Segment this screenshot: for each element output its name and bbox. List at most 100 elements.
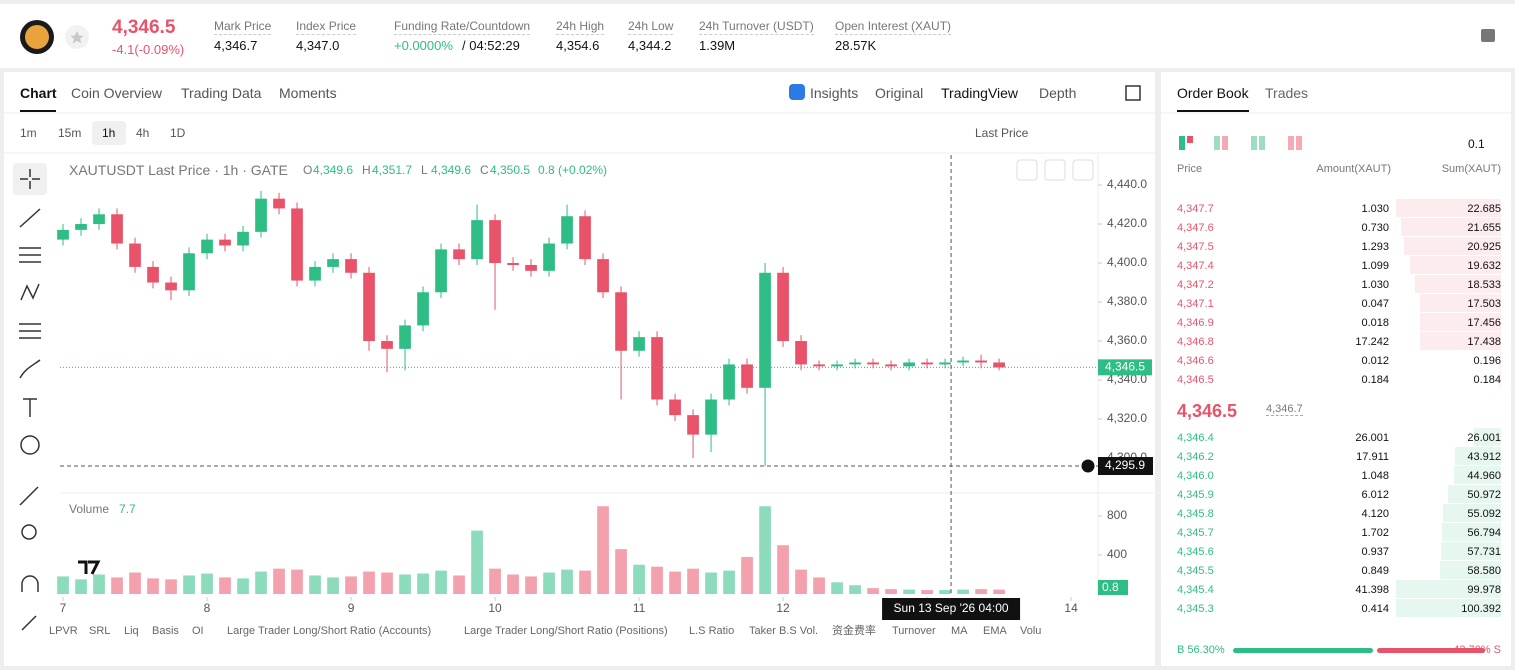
depth-bar: [1441, 523, 1501, 541]
pen-tool[interactable]: [21, 615, 37, 631]
indicator-tab[interactable]: LPVR: [49, 625, 78, 637]
volume-bar: [363, 571, 375, 594]
volume-bar: [525, 576, 537, 594]
fib-tool[interactable]: [19, 323, 41, 339]
chart-tab[interactable]: Coin Overview: [71, 85, 163, 101]
book-sum: 26.001: [1467, 432, 1501, 444]
depth-bar: [1447, 485, 1501, 503]
book-tab[interactable]: Trades: [1265, 85, 1309, 101]
stat-label: Index Price: [296, 19, 357, 35]
pattern-tool[interactable]: [20, 283, 40, 301]
book-sum: 57.731: [1467, 546, 1501, 558]
book-sum: 0.184: [1473, 374, 1501, 386]
indicator-tab[interactable]: 资金费率: [832, 625, 876, 637]
volume-bar: [975, 589, 987, 594]
candle-body: [183, 253, 195, 291]
last-price-tag: [1098, 359, 1152, 376]
interval-button[interactable]: 1m: [20, 126, 37, 140]
view-tab[interactable]: TradingView: [941, 85, 1019, 101]
candle-body: [903, 362, 915, 367]
indicator-tab[interactable]: SRL: [89, 625, 111, 637]
book-amount: 1.030: [1361, 203, 1389, 215]
interval-button[interactable]: 15m: [58, 126, 82, 140]
ohlc-key: C: [480, 163, 489, 177]
magnet-tool[interactable]: [21, 575, 39, 592]
indicator-tab[interactable]: Liq: [124, 625, 139, 637]
book-mark-price: 4,346.7: [1266, 403, 1303, 416]
view-tab[interactable]: Insights: [810, 85, 859, 101]
indicator-tab[interactable]: L.S Ratio: [689, 625, 735, 637]
depth-bar: [1396, 599, 1501, 617]
view-tab[interactable]: Depth: [1039, 85, 1077, 101]
volume-bar: [759, 506, 771, 594]
interval-button[interactable]: 1D: [170, 126, 186, 140]
view-tab[interactable]: Original: [875, 85, 924, 101]
indicator-tab[interactable]: MA: [951, 625, 968, 637]
candle-body: [543, 243, 555, 271]
volume-bar: [633, 564, 645, 594]
top-bar: [0, 4, 1515, 68]
book-sum: 22.685: [1467, 203, 1501, 215]
indicator-tab[interactable]: Large Trader Long/Short Ratio (Accounts): [227, 625, 432, 637]
crosshair-price-label: 4,295.9: [1105, 458, 1145, 472]
reset-button[interactable]: [1072, 159, 1094, 181]
book-price: 4,346.0: [1177, 470, 1214, 482]
volume-current: 7.7: [119, 502, 136, 516]
channel-tool[interactable]: [19, 247, 41, 263]
scroll-button[interactable]: [1016, 159, 1038, 181]
book-sum: 99.978: [1467, 584, 1501, 596]
book-price: 4,345.4: [1177, 584, 1214, 596]
book-tab[interactable]: Order Book: [1177, 85, 1249, 101]
zoom-tool[interactable]: [21, 524, 37, 540]
book-amount: 1.702: [1361, 527, 1389, 539]
drawing-tools: [19, 169, 41, 631]
chart-tab[interactable]: Trading Data: [181, 85, 262, 101]
stat-label: Mark Price: [214, 19, 272, 35]
last-volume-tag: [1098, 580, 1128, 595]
indicator-tab[interactable]: EMA: [983, 625, 1007, 637]
indicator-tab[interactable]: Taker B.S Vol.: [749, 625, 819, 637]
crosshair-time-tag: [882, 598, 1021, 620]
volume-tick-label: 800: [1107, 508, 1127, 522]
stat-value: 1.39M: [699, 38, 736, 53]
layout-button[interactable]: [1125, 85, 1141, 101]
precision-select[interactable]: 0.1: [1468, 137, 1485, 151]
candle-body: [147, 266, 159, 283]
indicator-tab[interactable]: Basis: [152, 625, 179, 637]
coin-logo-inner: [25, 25, 49, 49]
candle-body: [435, 249, 447, 293]
interval-button[interactable]: 1h: [102, 126, 116, 140]
fullscreen-button[interactable]: [1044, 159, 1066, 181]
volume-bar: [309, 575, 321, 594]
depth-bar: [1400, 218, 1501, 236]
text-tool[interactable]: [23, 398, 37, 417]
volume-bar: [471, 530, 483, 594]
interval-button[interactable]: 4h: [136, 126, 150, 140]
chart-tab[interactable]: Moments: [279, 85, 337, 101]
indicator-tab[interactable]: Volu: [1020, 625, 1042, 637]
book-price: 4,345.7: [1177, 527, 1214, 539]
indicator-tab[interactable]: OI: [192, 625, 204, 637]
last-price: 4,346.5: [112, 17, 176, 38]
book-amount: 4.120: [1361, 508, 1389, 520]
candle-body: [525, 264, 537, 271]
ohlc-key: H: [362, 163, 371, 177]
y-tick-label: 4,360.0: [1107, 333, 1147, 347]
volume-bar: [543, 572, 555, 594]
indicator-tab[interactable]: Turnover: [892, 625, 936, 637]
crosshair-tool[interactable]: [20, 169, 40, 189]
emoji-tool[interactable]: [20, 435, 40, 455]
brush-tool[interactable]: [19, 359, 41, 379]
chart-tab[interactable]: Chart: [20, 85, 57, 101]
settings-icon[interactable]: [1481, 29, 1495, 42]
candle-body: [237, 231, 249, 246]
price-type-select[interactable]: Last Price: [975, 126, 1029, 140]
line-tool[interactable]: [19, 208, 41, 228]
book-header: Amount(XAUT): [1316, 163, 1391, 175]
candle-body: [813, 364, 825, 367]
indicator-tab[interactable]: Large Trader Long/Short Ratio (Positions…: [464, 625, 668, 637]
volume-bar: [615, 549, 627, 594]
ruler-tool[interactable]: [19, 486, 39, 506]
depth-bar: [1440, 542, 1501, 560]
sell-ratio-bar: [1376, 648, 1485, 653]
